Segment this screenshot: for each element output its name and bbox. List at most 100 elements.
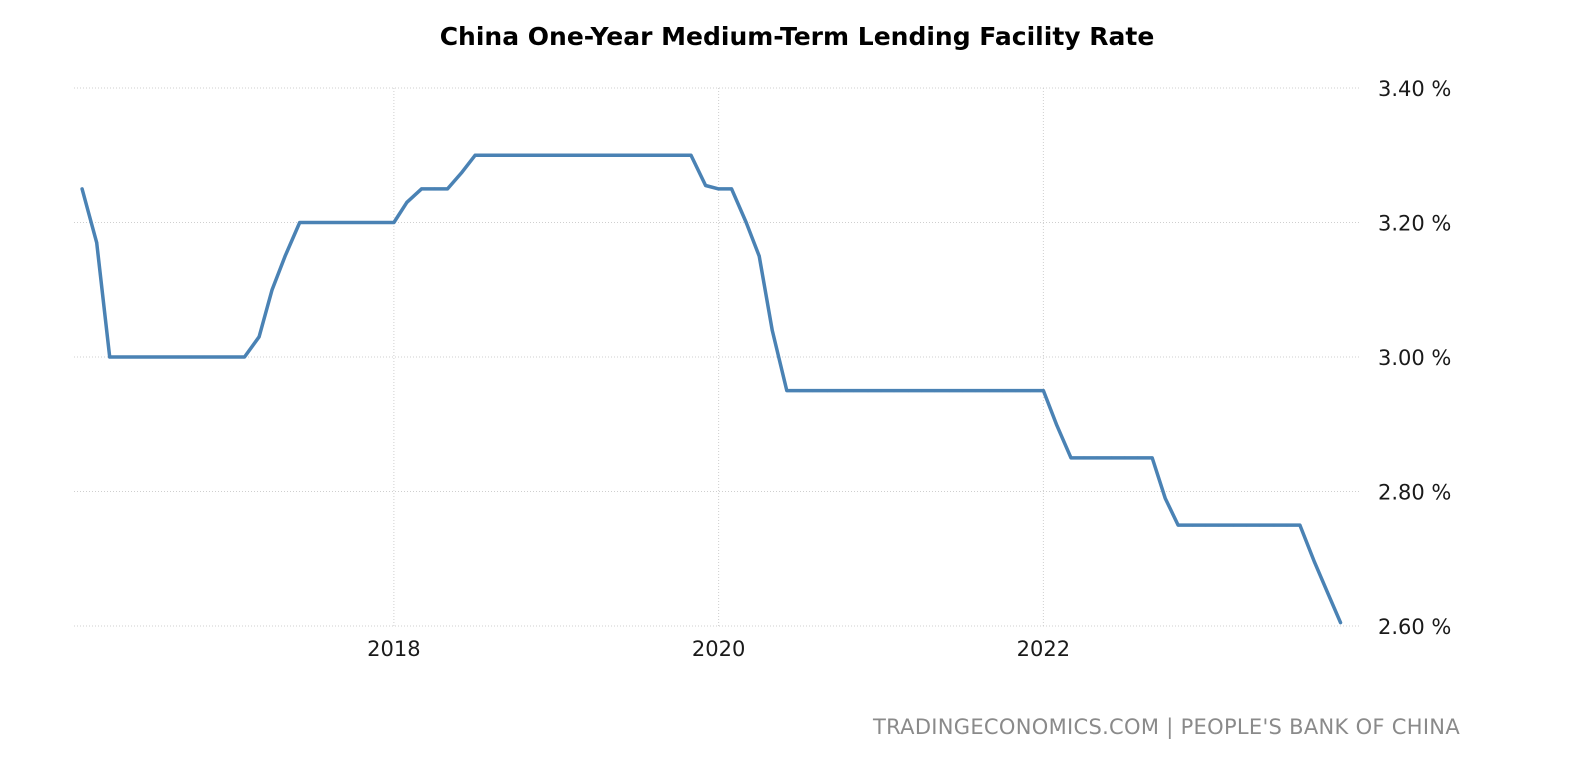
data-point-0-90 bbox=[1298, 523, 1302, 527]
data-point-0-25 bbox=[419, 187, 423, 191]
y-tick-label-4: 2.60 % bbox=[1378, 615, 1451, 639]
data-point-0-37 bbox=[582, 153, 586, 157]
data-point-0-72 bbox=[1054, 422, 1058, 426]
data-point-0-75 bbox=[1095, 456, 1099, 460]
data-point-0-79 bbox=[1150, 456, 1154, 460]
data-point-0-41 bbox=[635, 153, 639, 157]
data-point-0-43 bbox=[663, 153, 667, 157]
series-layer bbox=[80, 153, 1343, 625]
data-point-0-62 bbox=[920, 389, 924, 393]
data-point-0-85 bbox=[1231, 523, 1235, 527]
data-point-0-58 bbox=[866, 389, 870, 393]
x-tick-label-0: 2018 bbox=[367, 637, 420, 661]
data-point-0-46 bbox=[704, 184, 708, 188]
data-point-0-40 bbox=[622, 153, 626, 157]
data-point-0-12 bbox=[242, 355, 246, 359]
data-point-0-55 bbox=[825, 389, 829, 393]
data-point-0-71 bbox=[1041, 389, 1045, 393]
data-point-0-67 bbox=[988, 389, 992, 393]
data-point-0-10 bbox=[217, 355, 221, 359]
data-point-0-65 bbox=[960, 389, 964, 393]
grid-layer bbox=[74, 87, 1360, 627]
data-point-0-30 bbox=[486, 153, 490, 157]
x-tick-label-2: 2022 bbox=[1017, 637, 1070, 661]
data-point-0-20 bbox=[351, 221, 355, 224]
data-point-0-64 bbox=[947, 389, 951, 393]
data-point-0-76 bbox=[1110, 456, 1114, 460]
x-axis-labels: 2018 2020 2022 bbox=[367, 637, 1070, 661]
data-point-0-73 bbox=[1069, 456, 1073, 460]
data-point-0-61 bbox=[907, 389, 911, 393]
data-point-0-14 bbox=[270, 288, 274, 292]
data-point-0-34 bbox=[541, 153, 545, 157]
data-point-0-4 bbox=[135, 355, 139, 359]
data-point-0-1 bbox=[95, 241, 99, 245]
data-point-0-45 bbox=[689, 153, 693, 157]
data-point-0-23 bbox=[392, 221, 396, 224]
data-point-0-3 bbox=[121, 355, 125, 359]
data-point-0-54 bbox=[811, 389, 815, 393]
data-point-0-77 bbox=[1123, 456, 1127, 460]
data-point-0-68 bbox=[1001, 389, 1005, 393]
data-point-0-2 bbox=[108, 355, 112, 359]
data-point-0-53 bbox=[798, 389, 802, 393]
data-point-0-89 bbox=[1285, 523, 1289, 527]
data-point-0-18 bbox=[324, 221, 328, 224]
y-tick-label-0: 3.40 % bbox=[1378, 77, 1451, 101]
data-point-0-86 bbox=[1244, 523, 1248, 527]
data-point-0-19 bbox=[338, 221, 342, 224]
data-point-0-27 bbox=[445, 187, 449, 191]
data-point-0-44 bbox=[676, 153, 680, 157]
data-point-0-7 bbox=[176, 355, 180, 359]
data-point-0-38 bbox=[595, 153, 599, 157]
data-point-0-5 bbox=[148, 355, 152, 359]
source-credit: TRADINGECONOMICS.COM | PEOPLE'S BANK OF … bbox=[872, 715, 1460, 739]
data-point-0-84 bbox=[1217, 523, 1221, 527]
data-point-0-93 bbox=[1339, 621, 1343, 625]
data-point-0-48 bbox=[730, 187, 734, 191]
data-point-0-47 bbox=[717, 187, 721, 191]
data-point-0-87 bbox=[1257, 523, 1261, 527]
y-tick-label-2: 3.00 % bbox=[1378, 346, 1451, 370]
data-point-0-57 bbox=[851, 389, 855, 393]
data-point-0-70 bbox=[1028, 389, 1032, 393]
data-point-0-13 bbox=[257, 335, 261, 339]
data-point-0-59 bbox=[879, 389, 883, 393]
data-point-0-22 bbox=[379, 221, 383, 224]
data-point-0-31 bbox=[501, 153, 505, 157]
data-point-0-52 bbox=[785, 389, 789, 393]
data-point-0-35 bbox=[554, 153, 558, 157]
data-point-0-82 bbox=[1191, 523, 1195, 527]
data-point-0-32 bbox=[514, 153, 518, 157]
data-point-0-8 bbox=[189, 355, 193, 359]
y-tick-label-3: 2.80 % bbox=[1378, 481, 1451, 505]
x-tick-label-1: 2020 bbox=[692, 637, 745, 661]
data-point-0-69 bbox=[1014, 389, 1018, 393]
data-point-0-63 bbox=[933, 389, 937, 393]
data-point-0-49 bbox=[744, 221, 748, 224]
series-line-0 bbox=[80, 153, 1343, 625]
data-point-0-6 bbox=[161, 355, 165, 359]
data-point-0-88 bbox=[1272, 523, 1276, 527]
data-point-0-83 bbox=[1204, 523, 1208, 527]
data-point-0-78 bbox=[1136, 456, 1140, 460]
data-point-0-26 bbox=[432, 187, 436, 191]
data-point-0-92 bbox=[1326, 590, 1330, 594]
data-point-0-50 bbox=[757, 254, 761, 258]
data-point-0-24 bbox=[405, 200, 409, 204]
data-point-0-11 bbox=[230, 355, 234, 359]
data-point-0-42 bbox=[648, 153, 652, 157]
data-point-0-36 bbox=[567, 153, 571, 157]
data-point-0-29 bbox=[473, 153, 477, 157]
data-point-0-21 bbox=[364, 221, 368, 224]
y-axis-labels: 3.40 % 3.20 % 3.00 % 2.80 % 2.60 % bbox=[1378, 77, 1451, 639]
data-point-0-91 bbox=[1313, 560, 1317, 564]
data-point-0-56 bbox=[838, 389, 842, 393]
data-point-0-51 bbox=[770, 328, 774, 332]
data-point-0-0 bbox=[80, 187, 84, 191]
data-point-0-39 bbox=[608, 153, 612, 157]
data-point-0-33 bbox=[527, 153, 531, 157]
data-point-0-66 bbox=[973, 389, 977, 393]
data-point-0-74 bbox=[1082, 456, 1086, 460]
